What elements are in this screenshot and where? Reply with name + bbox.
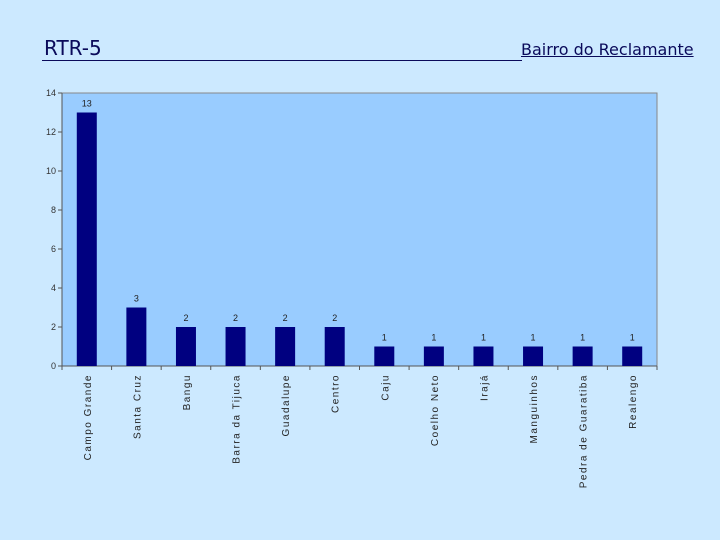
slide-title: RTR-5 (44, 36, 102, 60)
y-tick-label: 4 (51, 283, 56, 293)
category-label: Guadalupe (281, 374, 292, 436)
data-label: 2 (332, 313, 337, 323)
y-tick-label: 14 (46, 88, 56, 98)
category-label: Irajá (479, 374, 490, 401)
data-label: 1 (580, 333, 585, 343)
title-underline (42, 60, 522, 61)
category-label: Caju (380, 374, 391, 401)
bar (473, 346, 494, 366)
y-tick-label: 8 (51, 205, 56, 215)
plot-area (61, 92, 658, 367)
category-label: Barra da Tijuca (232, 374, 243, 464)
bar (225, 327, 246, 366)
data-label: 1 (630, 333, 635, 343)
bar (175, 327, 196, 366)
data-label: 1 (431, 333, 436, 343)
bar (572, 346, 593, 366)
category-label: Centro (331, 374, 342, 413)
category-label: Campo Grande (83, 374, 94, 460)
bar (76, 112, 97, 366)
data-label: 1 (531, 333, 536, 343)
data-label: 13 (82, 99, 92, 109)
data-label: 3 (134, 294, 139, 304)
bar (126, 307, 147, 366)
bar (324, 327, 345, 366)
x-axis-ticks (61, 366, 658, 370)
bar (423, 346, 444, 366)
slide-subtitle: Bairro do Reclamante (521, 40, 694, 59)
data-label: 2 (283, 313, 288, 323)
bar-series (76, 112, 643, 366)
y-tick-label: 0 (51, 361, 56, 371)
data-label: 1 (481, 333, 486, 343)
category-label: Realengo (628, 374, 639, 429)
data-labels: 13 3 2 2 2 2 1 1 1 1 1 1 (82, 99, 635, 343)
category-label: Coelho Neto (430, 374, 441, 446)
data-label: 1 (382, 333, 387, 343)
bar (275, 327, 296, 366)
data-label: 2 (233, 313, 238, 323)
data-label: 2 (183, 313, 188, 323)
bar (523, 346, 544, 366)
bar (374, 346, 395, 366)
y-tick-label: 12 (46, 127, 56, 137)
bar (622, 346, 643, 366)
category-label: Pedra de Guaratiba (579, 374, 590, 488)
category-label: Manguinhos (529, 374, 540, 443)
y-tick-label: 6 (51, 244, 56, 254)
y-axis-ticks: 0 2 4 6 8 10 12 14 (46, 88, 62, 371)
category-label: Santa Cruz (132, 374, 143, 439)
category-labels: Campo Grande Santa Cruz Bangu Barra da Tiju… (83, 374, 639, 488)
y-tick-label: 2 (51, 322, 56, 332)
y-tick-label: 10 (46, 166, 56, 176)
category-label: Bangu (182, 374, 193, 410)
